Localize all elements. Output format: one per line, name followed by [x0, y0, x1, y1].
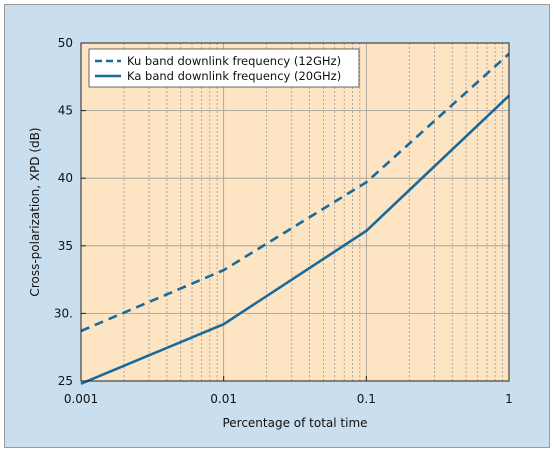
y-tick-label: 45 — [58, 104, 73, 118]
axis-ticks: 0.001 0.01 0.1 1 25 30. 35 40 45 50 — [54, 36, 513, 406]
plot-frame — [80, 42, 510, 382]
legend-label: Ku band downlink frequency (12GHz) — [127, 54, 341, 68]
x-tick-label: 0.01 — [210, 392, 237, 406]
legend: Ku band downlink frequency (12GHz)Ka ban… — [88, 48, 360, 88]
x-tick-label: 0.1 — [357, 392, 376, 406]
ku-band-series-line — [80, 52, 510, 333]
xpd-chart: 0.001 0.01 0.1 1 25 30. 35 40 45 50 Ku band downl… — [28, 36, 513, 430]
x-tick-label: 0.001 — [64, 392, 98, 406]
y-tick-label: 40 — [58, 171, 73, 185]
y-tick-label: 25 — [58, 374, 73, 388]
x-axis-title: Percentage of total time — [222, 416, 367, 430]
x-tick-label: 1 — [505, 392, 513, 406]
y-tick-label: 30. — [54, 306, 73, 320]
plot-area — [81, 43, 509, 381]
legend-label: Ka band downlink frequency (20GHz) — [127, 69, 341, 83]
ka-band-series-line — [80, 94, 510, 385]
y-tick-label: 50 — [58, 36, 73, 50]
figure-panel: 0.001 0.01 0.1 1 25 30. 35 40 45 50 Ku band downl… — [4, 4, 550, 448]
series-layer — [80, 52, 510, 385]
y-axis-title: Cross-polarization, XPD (dB) — [28, 127, 42, 296]
grid-lines — [81, 43, 509, 381]
y-tick-label: 35 — [58, 239, 73, 253]
legend-box — [88, 48, 360, 88]
